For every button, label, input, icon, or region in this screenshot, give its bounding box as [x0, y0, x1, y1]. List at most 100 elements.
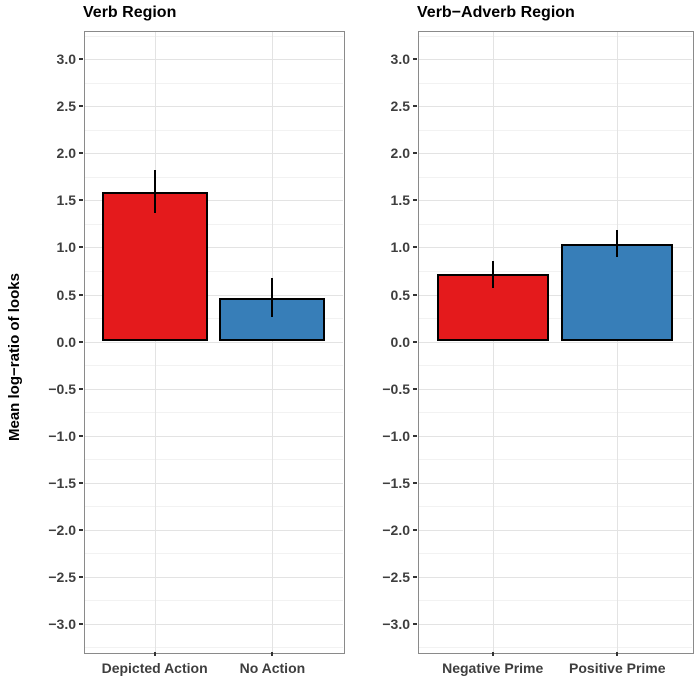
gridline-major [418, 529, 692, 531]
gridline-minor [84, 506, 343, 508]
gridline-minor [418, 82, 692, 84]
gridline-minor [418, 459, 692, 461]
gridline-minor [418, 270, 692, 272]
gridline-major [84, 153, 343, 155]
error-bar-depicted-action [153, 170, 156, 213]
panel-verb-adverb-region: Verb−Adverb Region −3.0 −2.5 −2.0 −1.5 −1.0 −… [382, 4, 694, 676]
y-axis-tick [413, 152, 417, 155]
gridline-minor [418, 318, 692, 319]
y-tick-label: 2.0 [390, 145, 410, 162]
y-axis-tick [413, 105, 417, 108]
y-axis-tick [79, 340, 83, 343]
gridline-minor [84, 270, 343, 272]
gridline-major [84, 200, 343, 202]
gridline-minor [84, 365, 343, 366]
x-tick-label-no-action: No Action [239, 660, 306, 676]
panel-border [84, 31, 345, 654]
panel-title-left: Verb Region [83, 4, 177, 21]
y-tick-label: −2.0 [382, 521, 410, 538]
y-axis-tick [79, 387, 83, 390]
y-axis-tick [79, 105, 83, 108]
panel-border [418, 31, 694, 654]
gridline-major [418, 200, 692, 202]
gridline-major [84, 623, 343, 625]
y-tick-label: 0.5 [56, 286, 76, 303]
gridline-vertical [272, 31, 274, 652]
x-tick-label-negative-prime: Negative Prime [442, 660, 544, 676]
y-axis-tick [79, 246, 83, 249]
gridline-major [418, 59, 692, 61]
gridline-major [418, 435, 692, 437]
y-tick-label: −1.5 [48, 474, 76, 491]
gridline-minor [418, 553, 692, 555]
gridline-minor [418, 600, 692, 602]
y-tick-label: 1.5 [390, 192, 410, 209]
y-axis-tick [79, 58, 83, 61]
y-axis-tick [413, 340, 417, 343]
y-tick-label: −2.5 [382, 568, 410, 585]
gridline-minor [418, 176, 692, 178]
gridline-minor [84, 35, 343, 37]
y-tick-label: −3.0 [48, 615, 76, 632]
x-axis-tick [491, 652, 494, 656]
gridline-major [418, 388, 692, 390]
y-tick-label: 0.0 [390, 333, 410, 350]
y-axis-tick [79, 481, 83, 484]
y-axis-tick [79, 434, 83, 437]
y-axis-tick [413, 434, 417, 437]
gridline-minor [418, 365, 692, 366]
gridline-major [418, 623, 692, 625]
y-tick-label: −1.0 [382, 427, 410, 444]
gridline-major [418, 341, 692, 343]
gridline-minor [418, 506, 692, 508]
y-tick-label: 1.5 [56, 192, 76, 209]
gridline-minor [84, 318, 343, 319]
gridline-minor [84, 223, 343, 225]
y-axis-tick [413, 575, 417, 578]
gridline-major [84, 341, 343, 343]
gridline-minor [84, 129, 343, 131]
gridline-minor [418, 412, 692, 414]
gridline-vertical [154, 31, 156, 652]
y-axis-tick [79, 199, 83, 202]
gridline-major [84, 106, 343, 108]
error-bar-no-action [271, 277, 274, 317]
gridline-minor [84, 176, 343, 178]
x-tick-label-depicted-action: Depicted Action [101, 660, 208, 676]
y-axis-tick [413, 481, 417, 484]
y-axis-tick [79, 575, 83, 578]
gridline-major [84, 576, 343, 578]
y-tick-label: −3.0 [382, 615, 410, 632]
y-tick-label: 0.5 [390, 286, 410, 303]
y-axis-tick [79, 152, 83, 155]
y-axis-tick [413, 199, 417, 202]
gridline-major [84, 294, 343, 296]
gridline-minor [84, 412, 343, 414]
gridline-minor [418, 35, 692, 37]
gridline-minor [84, 82, 343, 84]
y-tick-label: 3.0 [56, 51, 76, 68]
gridline-major [84, 482, 343, 484]
gridline-vertical [492, 31, 494, 652]
y-axis-tick [413, 387, 417, 390]
y-axis-tick [79, 622, 83, 625]
gridline-minor [84, 459, 343, 461]
y-tick-label: 2.5 [56, 98, 76, 115]
y-axis-tick [413, 293, 417, 296]
y-axis-tick [413, 58, 417, 61]
panel-title-right: Verb−Adverb Region [417, 4, 575, 21]
x-axis-tick [616, 652, 619, 656]
y-tick-label: −0.5 [382, 380, 410, 397]
y-tick-label: 0.0 [56, 333, 76, 350]
gridline-minor [418, 129, 692, 131]
gridline-minor [84, 600, 343, 602]
y-tick-label: 2.0 [56, 145, 76, 162]
x-axis-tick [153, 652, 156, 656]
y-axis-tick [79, 528, 83, 531]
bar-positive-prime [561, 243, 674, 342]
y-tick-label: −2.0 [48, 521, 76, 538]
y-axis-tick [413, 246, 417, 249]
error-bar-negative-prime [491, 260, 494, 288]
bar-depicted-action [101, 191, 208, 342]
y-tick-label: −1.5 [382, 474, 410, 491]
